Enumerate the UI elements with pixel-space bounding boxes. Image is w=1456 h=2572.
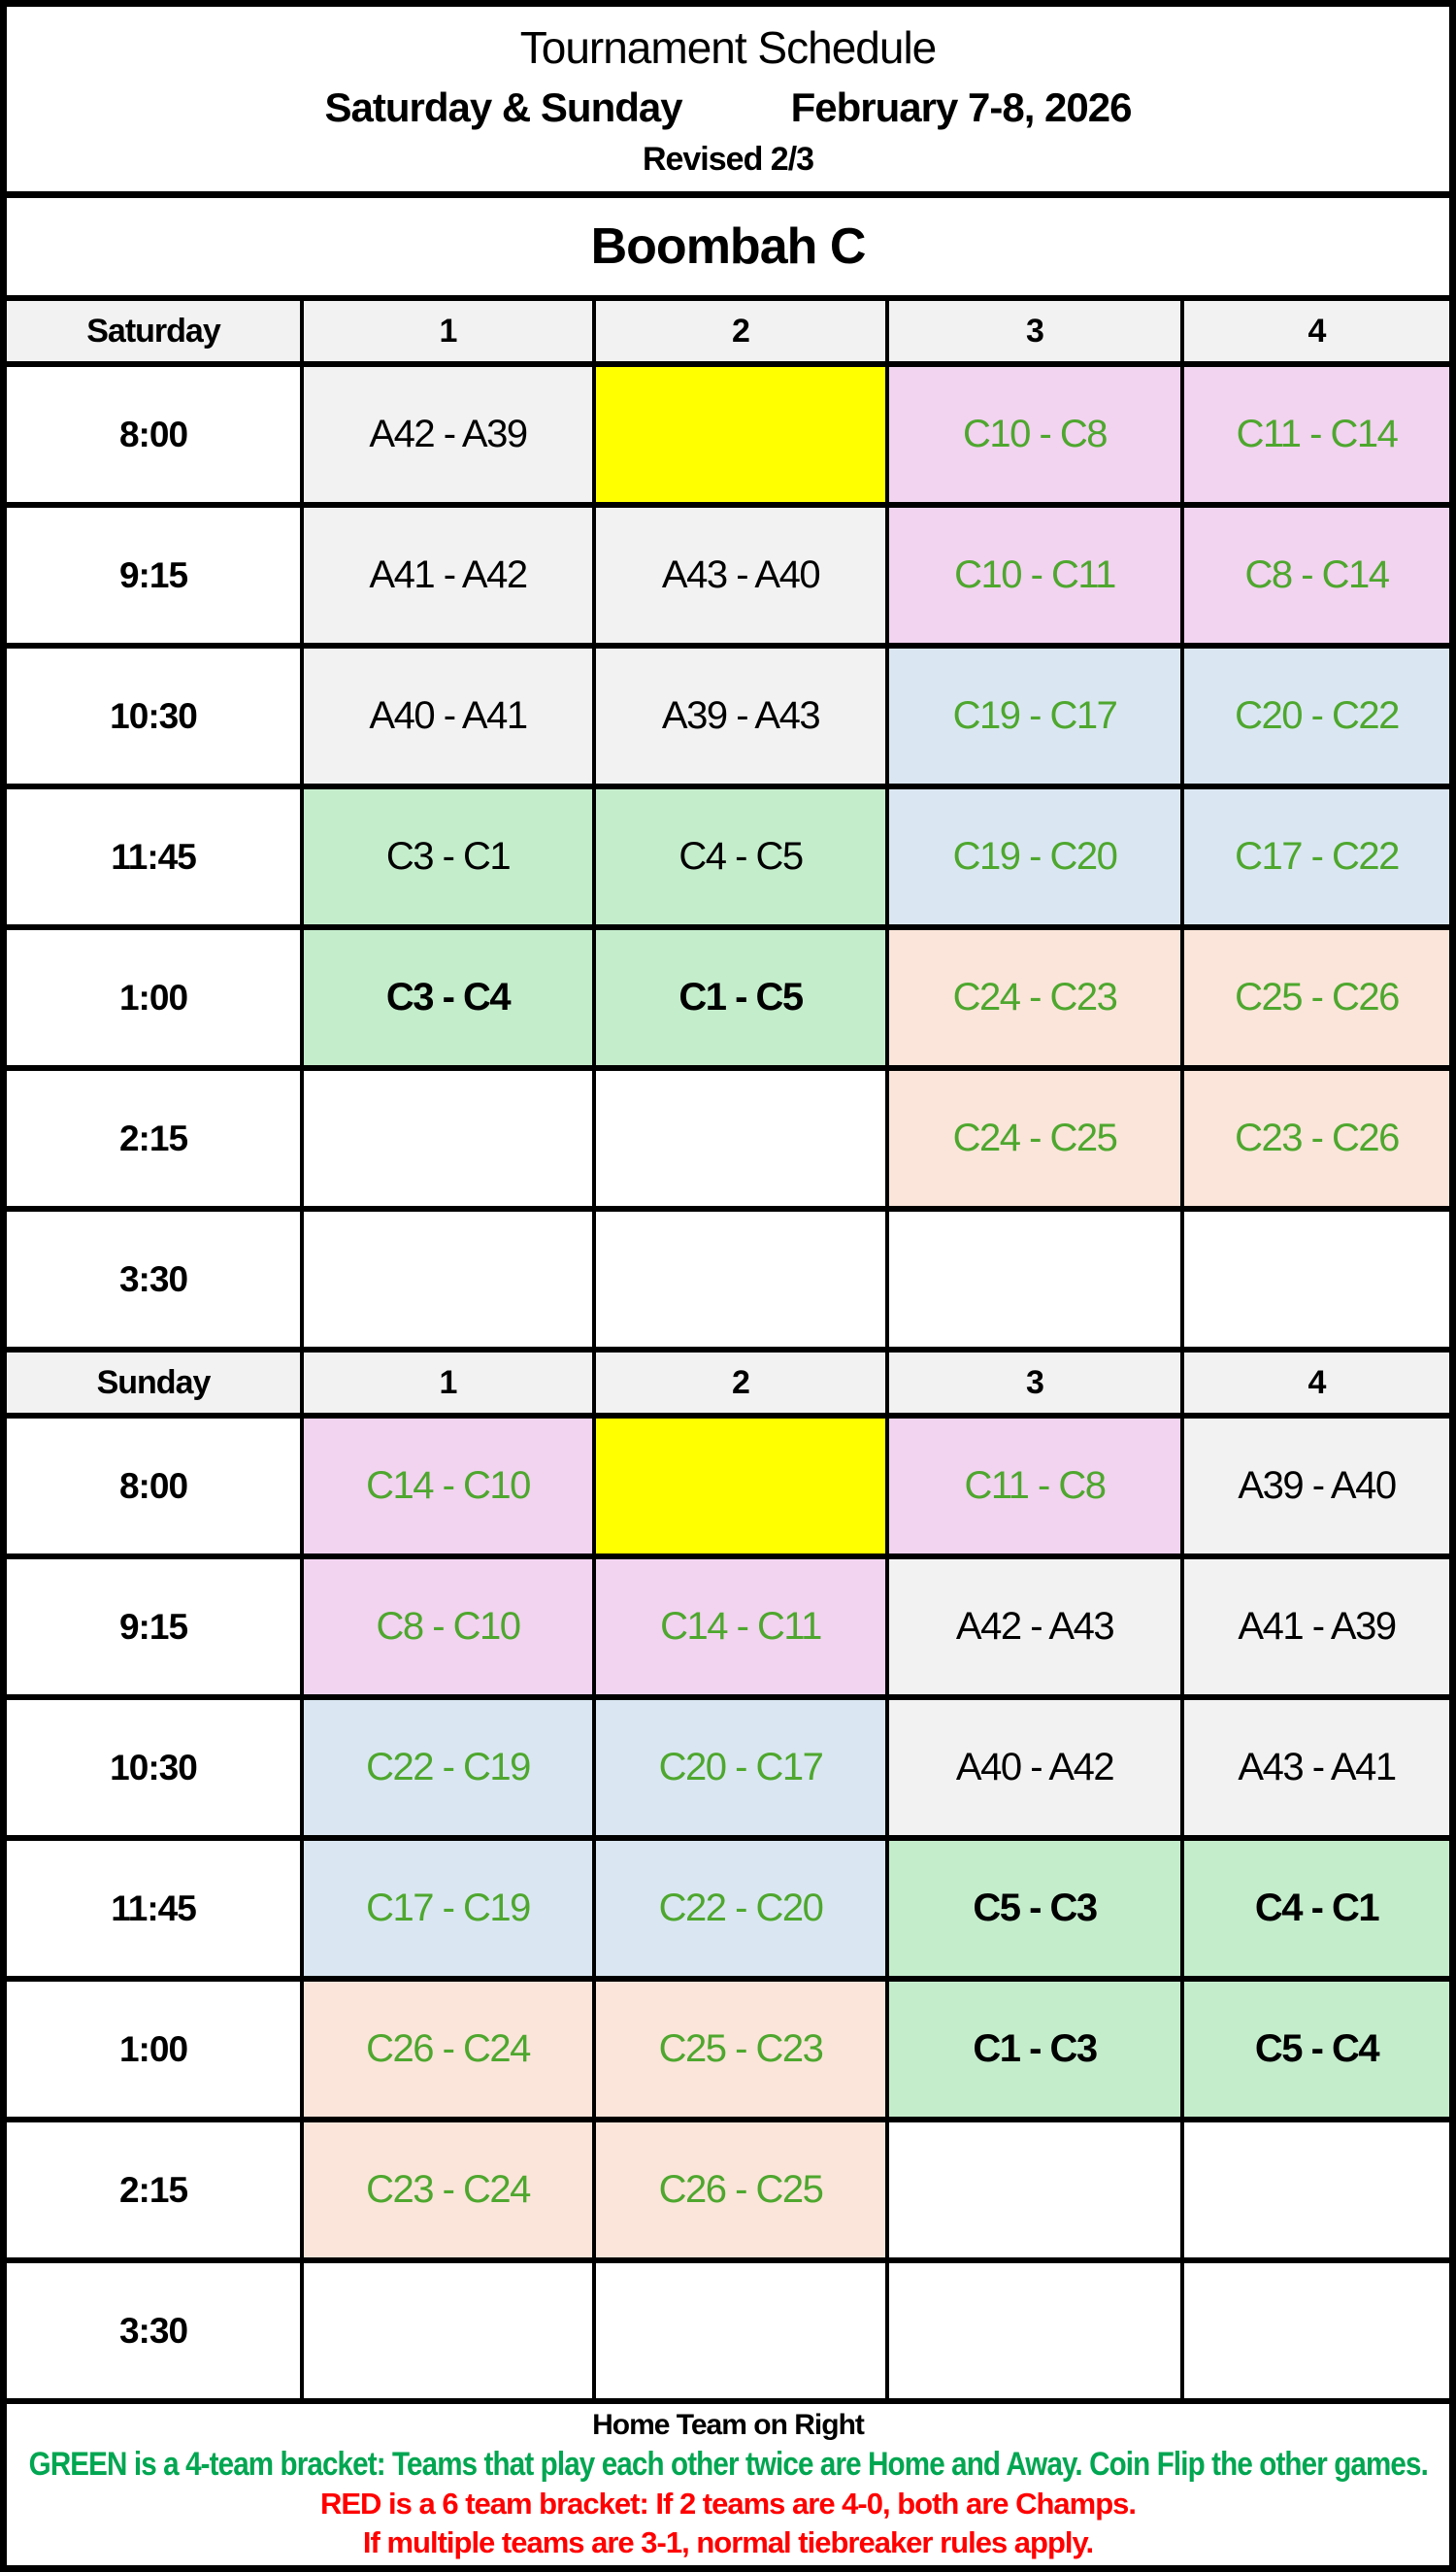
- game-cell: C25 - C23: [596, 1982, 885, 2117]
- game-cell: [889, 2263, 1180, 2398]
- game-cell: C24 - C25: [889, 1071, 1180, 1206]
- game-cell: [596, 1212, 885, 1347]
- time-cell: 1:00: [7, 930, 300, 1065]
- game-cell: C14 - C10: [304, 1419, 592, 1553]
- revision-note: Revised 2/3: [642, 141, 814, 179]
- game-cell: [889, 1212, 1180, 1347]
- time-cell: 3:30: [7, 2263, 300, 2398]
- game-cell: [304, 2263, 592, 2398]
- game-cell: C1 - C3: [889, 1982, 1180, 2117]
- game-cell: C17 - C19: [304, 1841, 592, 1976]
- game-cell: [596, 2263, 885, 2398]
- game-cell: C24 - C23: [889, 930, 1180, 1065]
- field-header-4: 4: [1184, 301, 1449, 361]
- game-cell: [596, 1071, 885, 1206]
- time-cell: 1:00: [7, 1982, 300, 2117]
- field-header-2: 2: [596, 301, 885, 361]
- game-cell: [889, 2122, 1180, 2257]
- game-cell: [1184, 1212, 1449, 1347]
- game-cell: C19 - C17: [889, 649, 1180, 784]
- field-header-4: 4: [1184, 1353, 1449, 1413]
- time-cell: 8:00: [7, 367, 300, 502]
- event-dates: February 7-8, 2026: [790, 84, 1133, 130]
- time-cell: 11:45: [7, 1841, 300, 1976]
- game-cell: [1184, 2263, 1449, 2398]
- game-cell: C17 - C22: [1184, 789, 1449, 924]
- game-cell: C23 - C24: [304, 2122, 592, 2257]
- field-header-1: 1: [304, 1353, 592, 1413]
- game-cell: C19 - C20: [889, 789, 1180, 924]
- game-cell: C10 - C8: [889, 367, 1180, 502]
- game-cell: [304, 1071, 592, 1206]
- event-days: Saturday & Sunday: [324, 84, 683, 130]
- time-cell: 9:15: [7, 1559, 300, 1694]
- game-cell: C22 - C20: [596, 1841, 885, 1976]
- game-cell: A43 - A41: [1184, 1700, 1449, 1835]
- time-cell: 9:15: [7, 508, 300, 643]
- game-cell: C4 - C5: [596, 789, 885, 924]
- title-block: Tournament Schedule Saturday & Sunday Fe…: [7, 7, 1449, 198]
- game-cell: A42 - A39: [304, 367, 592, 502]
- time-cell: 3:30: [7, 1212, 300, 1347]
- game-cell: A40 - A41: [304, 649, 592, 784]
- day-header-saturday: Saturday: [7, 301, 300, 361]
- page-title: Tournament Schedule: [519, 21, 938, 73]
- game-cell: C11 - C14: [1184, 367, 1449, 502]
- subtitle: Saturday & Sunday February 7-8, 2026: [324, 84, 1133, 131]
- red-bracket-note: RED is a 6 team bracket: If 2 teams are …: [319, 2487, 1137, 2522]
- game-cell: C3 - C1: [304, 789, 592, 924]
- game-cell: C11 - C8: [889, 1419, 1180, 1553]
- game-cell: A40 - A42: [889, 1700, 1180, 1835]
- game-cell: C1 - C5: [596, 930, 885, 1065]
- field-header-3: 3: [889, 1353, 1180, 1413]
- game-cell: C20 - C17: [596, 1700, 885, 1835]
- game-cell: [596, 1419, 885, 1553]
- game-cell: A43 - A40: [596, 508, 885, 643]
- home-team-note: Home Team on Right: [592, 2409, 865, 2442]
- game-cell: C8 - C10: [304, 1559, 592, 1694]
- game-cell: A41 - A42: [304, 508, 592, 643]
- game-cell: C8 - C14: [1184, 508, 1449, 643]
- game-cell: C26 - C25: [596, 2122, 885, 2257]
- game-cell: C20 - C22: [1184, 649, 1449, 784]
- field-header-2: 2: [596, 1353, 885, 1413]
- game-cell: C23 - C26: [1184, 1071, 1449, 1206]
- venue-title: Boombah C: [7, 198, 1449, 301]
- time-cell: 2:15: [7, 2122, 300, 2257]
- time-cell: 10:30: [7, 1700, 300, 1835]
- footer-notes: Home Team on Right GREEN is a 4-team bra…: [7, 2398, 1449, 2565]
- game-cell: A41 - A39: [1184, 1559, 1449, 1694]
- game-cell: C25 - C26: [1184, 930, 1449, 1065]
- schedule-grid: Saturday 1 2 3 4 8:00 A42 - A39 C10 - C8 C11 - C…: [7, 301, 1449, 2398]
- tiebreaker-note: If multiple teams are 3-1, normal tiebre…: [362, 2524, 1094, 2559]
- day-header-sunday: Sunday: [7, 1353, 300, 1413]
- time-cell: 8:00: [7, 1419, 300, 1553]
- game-cell: C26 - C24: [304, 1982, 592, 2117]
- game-cell: C10 - C11: [889, 508, 1180, 643]
- time-cell: 2:15: [7, 1071, 300, 1206]
- time-cell: 10:30: [7, 649, 300, 784]
- game-cell: A42 - A43: [889, 1559, 1180, 1694]
- field-header-3: 3: [889, 301, 1180, 361]
- field-header-1: 1: [304, 301, 592, 361]
- game-cell: C14 - C11: [596, 1559, 885, 1694]
- game-cell: C4 - C1: [1184, 1841, 1449, 1976]
- game-cell: [304, 1212, 592, 1347]
- game-cell: C22 - C19: [304, 1700, 592, 1835]
- game-cell: C5 - C4: [1184, 1982, 1449, 2117]
- game-cell: A39 - A40: [1184, 1419, 1449, 1553]
- game-cell: [1184, 2122, 1449, 2257]
- game-cell: A39 - A43: [596, 649, 885, 784]
- game-cell: [596, 367, 885, 502]
- green-bracket-note: GREEN is a 4-team bracket: Teams that pl…: [28, 2445, 1428, 2483]
- game-cell: C3 - C4: [304, 930, 592, 1065]
- time-cell: 11:45: [7, 789, 300, 924]
- game-cell: C5 - C3: [889, 1841, 1180, 1976]
